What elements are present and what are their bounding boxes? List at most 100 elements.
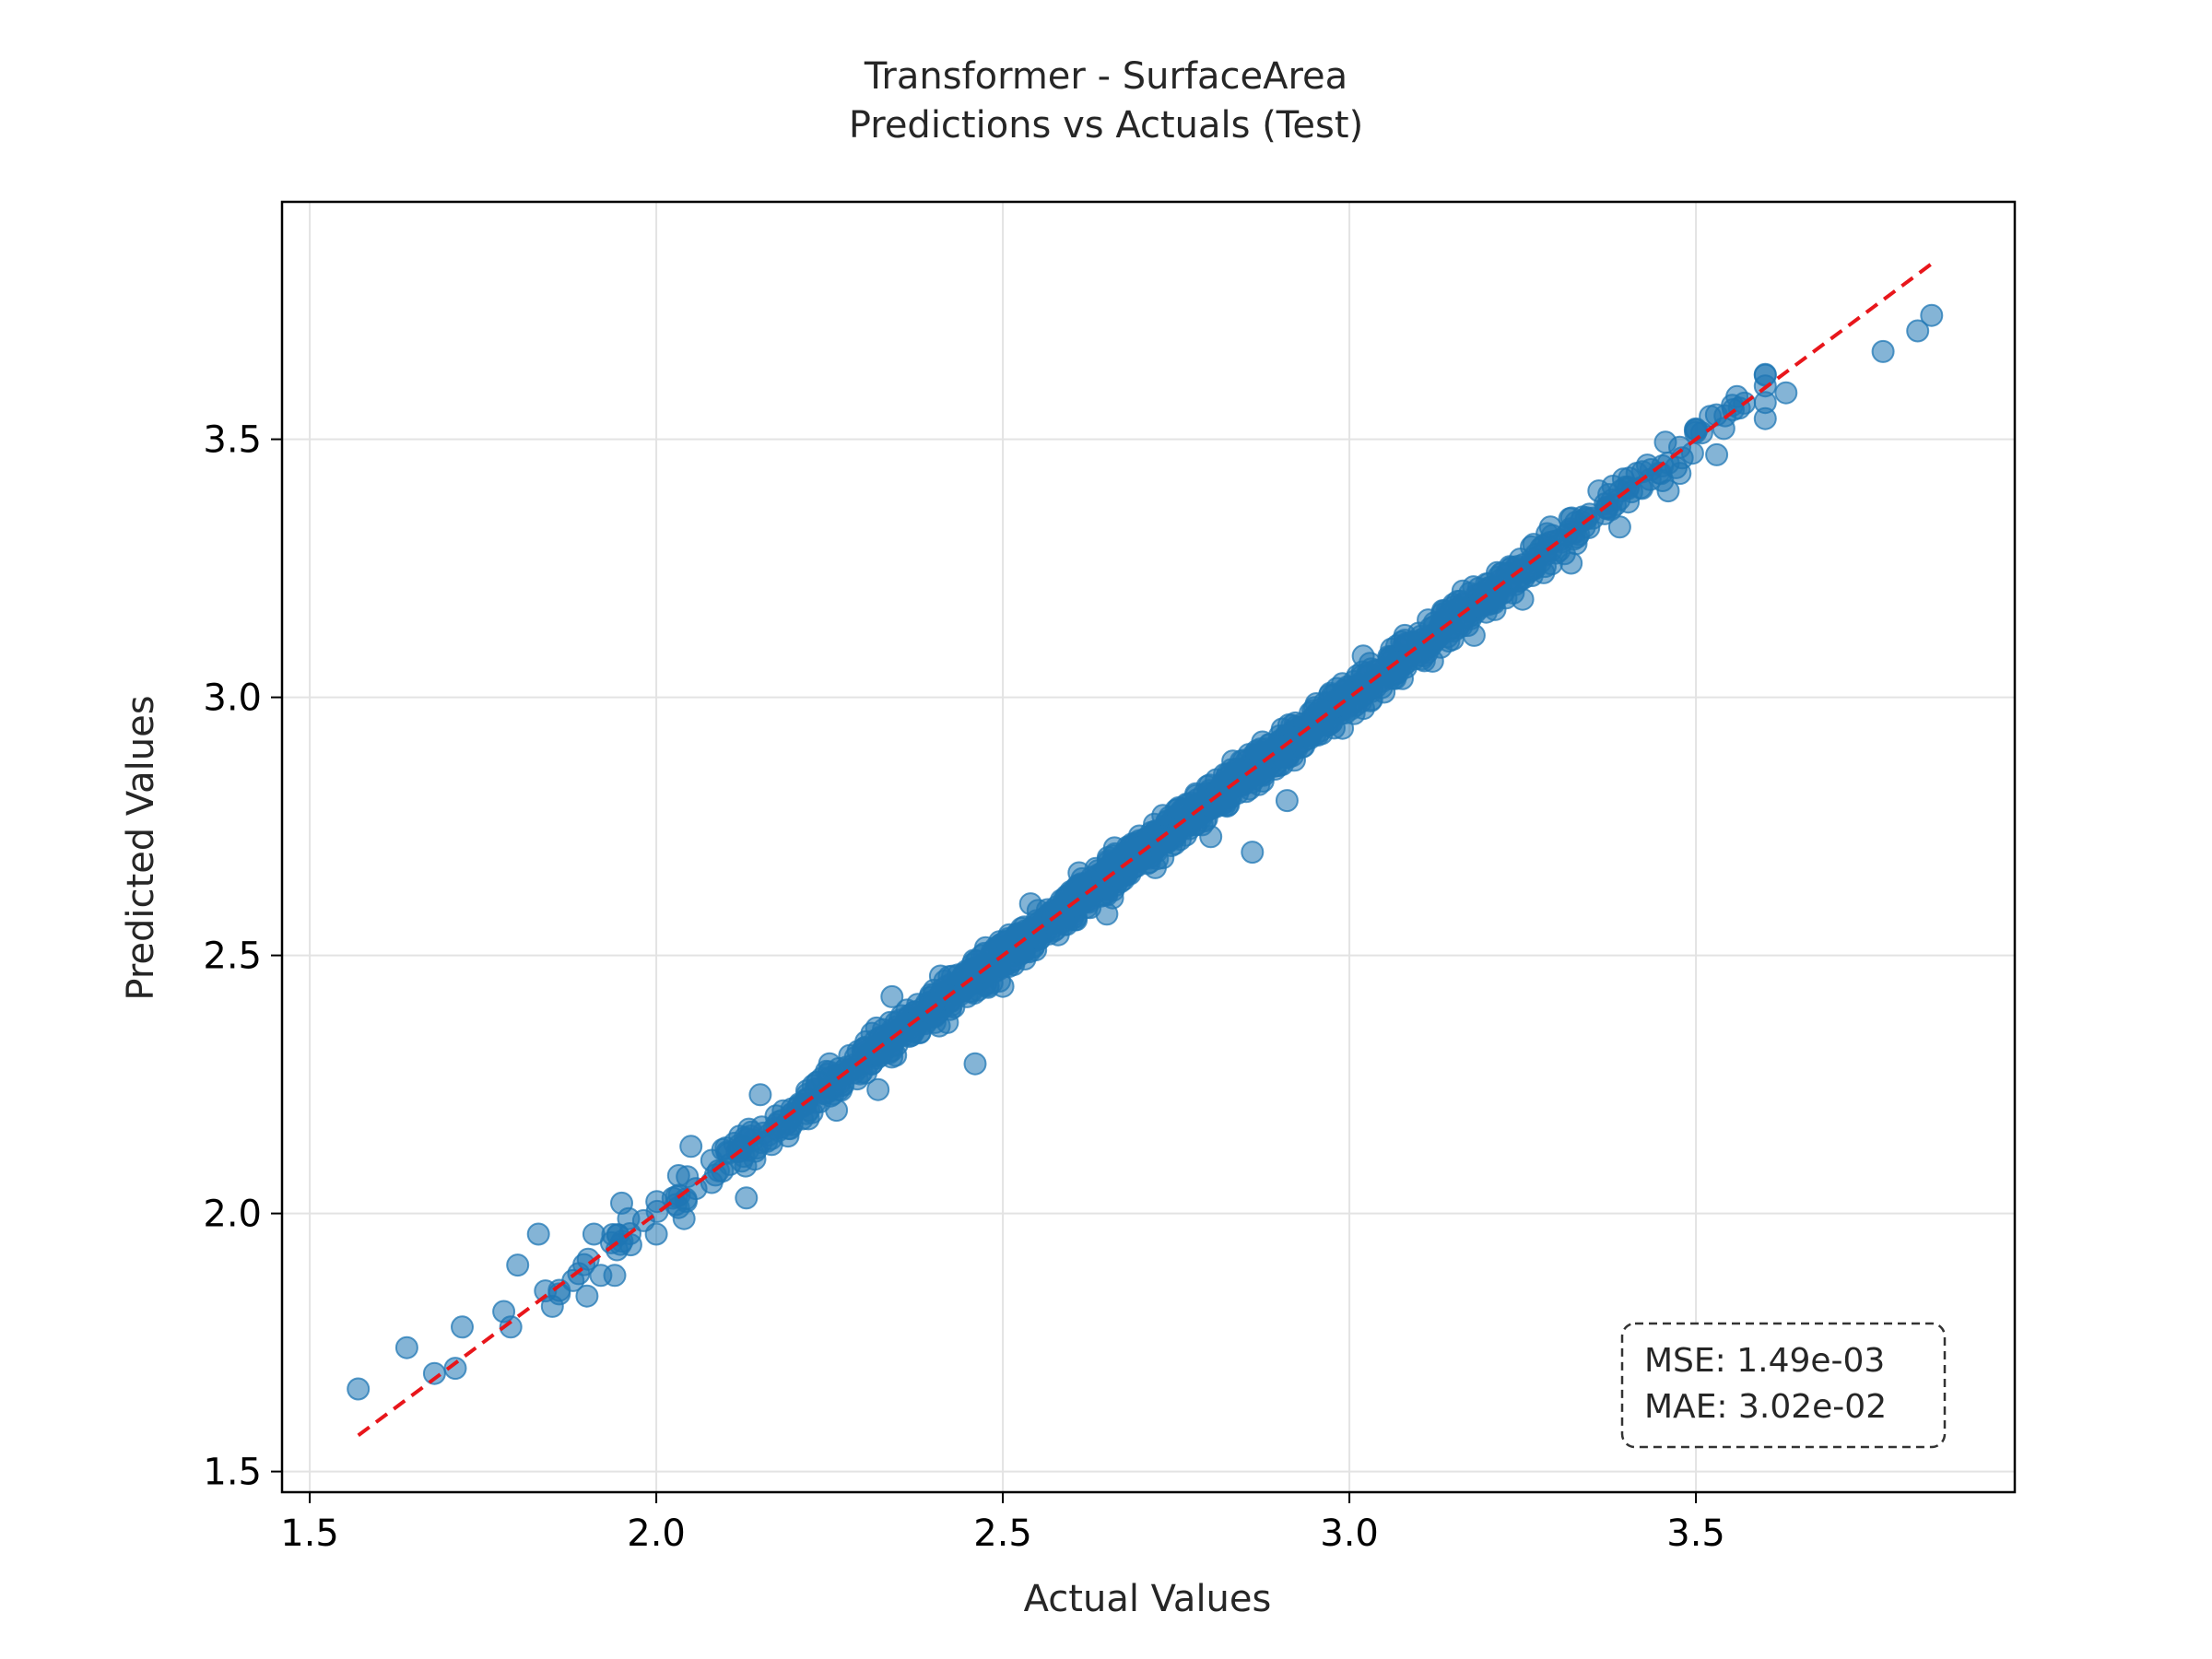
scatter-points [347,303,1944,1401]
scatter-point [735,1186,759,1210]
y-tick-label: 2.0 [203,1194,262,1236]
scatter-point [776,1124,800,1148]
scatter-point [347,1377,371,1401]
y-tick-label: 2.5 [203,935,262,978]
mae-label: MAE: 3.02e-02 [1644,1388,1887,1426]
scatter-point [935,1010,959,1034]
scatter-point [1559,506,1583,530]
scatter-point [1254,737,1278,761]
scatter-point [1539,552,1563,576]
scatter-point [880,984,904,1008]
scatter-point [1906,319,1930,343]
scatter-point [1067,861,1091,885]
scatter-point [1198,794,1222,818]
scatter-point [853,1036,877,1060]
scatter-point [443,1357,467,1381]
scatter-point [1351,644,1375,668]
y-tick-label: 3.5 [203,419,262,462]
scatter-point [603,1264,627,1288]
scatter-point [1511,587,1535,611]
chart-subtitle: Predictions vs Actuals (Test) [848,104,1364,147]
scatter-point [1018,892,1042,916]
scatter-point [700,1171,724,1194]
scatter-point [1275,789,1299,813]
scatter-point [561,1268,585,1292]
scatter-point [991,974,1015,998]
scatter-point [1490,561,1513,585]
scatter-point [1635,453,1659,477]
scatter-point [644,1222,668,1246]
scatter-point [1587,479,1611,503]
scatter-point [1372,680,1396,704]
scatter-point [1538,515,1562,539]
scatter-point [451,1315,474,1339]
plot-frame [280,200,2017,1494]
scatter-point [1171,799,1195,823]
scatter-point [1668,435,1691,459]
scatter-point [1774,381,1798,405]
scatter-point [1063,893,1087,917]
scatter-point [1096,849,1120,873]
scatter-point [1085,877,1109,900]
x-tick-label: 3.5 [1666,1512,1725,1555]
y-axis-ticks: 1.5 2.0 2.5 3.0 3.5 [203,419,282,1494]
scatter-point [1753,406,1777,430]
x-tick-label: 2.5 [973,1512,1032,1555]
scatter-point [1144,855,1167,879]
scatter-point [818,1052,841,1076]
metrics-box: MSE: 1.49e-03 MAE: 3.02e-02 [1620,1322,1947,1449]
scatter-point [1712,417,1735,441]
mse-label: MSE: 1.49e-03 [1644,1342,1885,1380]
scatter-point [1115,835,1139,859]
scatter-point [1393,623,1417,647]
scatter-point [1241,841,1265,865]
reference-line-group [357,262,1933,1438]
scatter-point [1619,480,1643,504]
scatter-point [394,1335,418,1359]
scatter-point [679,1135,703,1159]
scatter-point [1199,825,1223,849]
x-axis-ticks: 1.5 2.0 2.5 3.0 3.5 [280,1492,1725,1555]
scatter-point [797,1099,820,1123]
scatter-point [676,1165,700,1189]
chart-title: Transformer - SurfaceArea [864,55,1348,98]
scatter-point [1607,515,1631,539]
scatter-point [1331,716,1355,740]
scatter-point [1420,649,1444,673]
scatter-point [1871,339,1895,363]
y-axis-label: Predicted Values [120,695,162,1000]
scatter-point [1705,442,1729,466]
scatter-point [499,1315,523,1339]
x-tick-label: 1.5 [280,1512,339,1555]
scatter-point [1441,593,1465,617]
scatter-point [1477,576,1501,600]
reference-line [357,262,1933,1438]
scatter-point [672,1206,696,1230]
metrics-box-frame [1620,1322,1947,1449]
scatter-point [1303,696,1326,720]
scatter-point [575,1284,599,1308]
scatter-point [506,1253,530,1277]
scatter-point [617,1206,641,1230]
scatter-point [526,1222,550,1246]
x-axis-label: Actual Values [1024,1578,1272,1620]
scatter-point [928,964,952,988]
scatter-point [1462,623,1486,647]
scatter-point [1668,462,1692,486]
scatter-point [582,1222,606,1246]
scatter-point [1559,551,1583,575]
scatter-point [963,1052,987,1076]
scatter-point [540,1294,564,1318]
y-tick-label: 1.5 [203,1452,262,1494]
scatter-point [1920,303,1944,327]
x-tick-label: 3.0 [1320,1512,1379,1555]
scatter-point [866,1077,890,1101]
scatter-point [1684,417,1708,441]
scatter-point [908,1021,932,1045]
scatter-point [576,1247,600,1271]
scatter-point [1046,923,1070,947]
y-tick-label: 3.0 [203,677,262,720]
scatter-point [825,1099,849,1123]
